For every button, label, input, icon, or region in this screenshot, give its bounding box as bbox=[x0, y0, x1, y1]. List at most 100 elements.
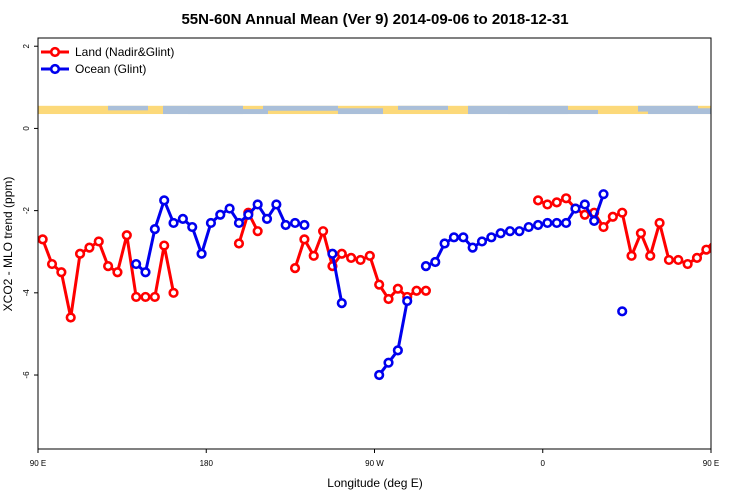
data-point-1 bbox=[280, 219, 291, 231]
y-tick-label: -2 bbox=[22, 207, 31, 215]
data-point-0 bbox=[598, 221, 609, 233]
data-point-1 bbox=[420, 261, 432, 272]
x-tick-label: 0 bbox=[541, 459, 546, 468]
y-axis: 2 0 -2 -4 -6 bbox=[22, 43, 38, 379]
data-point-1 bbox=[486, 232, 497, 243]
data-point-0 bbox=[673, 254, 684, 266]
series-line-0 bbox=[293, 229, 426, 301]
data-point-1 bbox=[131, 258, 142, 270]
data-point-0 bbox=[140, 291, 151, 303]
y-tick-label: -6 bbox=[22, 371, 31, 379]
data-point-1 bbox=[476, 236, 488, 247]
data-point-0 bbox=[532, 195, 544, 206]
map-strip-land bbox=[263, 105, 338, 111]
data-point-0 bbox=[46, 258, 58, 270]
data-point-1 bbox=[252, 199, 263, 210]
data-point-1 bbox=[215, 209, 226, 220]
data-point-0 bbox=[383, 293, 394, 305]
plot-frame bbox=[37, 37, 712, 450]
data-point-0 bbox=[682, 258, 693, 270]
data-point-0 bbox=[392, 283, 403, 294]
data-point-1 bbox=[205, 217, 217, 229]
data-point-1 bbox=[439, 238, 450, 249]
x-axis-label: Longitude (deg E) bbox=[327, 476, 422, 490]
data-point-0 bbox=[364, 250, 375, 261]
y-axis-label: XCO2 - MLO trend (ppm) bbox=[1, 177, 15, 312]
map-strip-land bbox=[108, 105, 148, 111]
x-tick-label: 90 W bbox=[365, 459, 384, 468]
data-point-1 bbox=[159, 195, 170, 206]
data-point-0 bbox=[38, 234, 48, 245]
data-point-1 bbox=[458, 232, 469, 243]
legend-entry-ocean: Ocean (Glint) bbox=[41, 62, 146, 76]
data-point-0 bbox=[411, 285, 422, 296]
data-point-1 bbox=[579, 199, 590, 210]
data-point-0 bbox=[289, 263, 301, 274]
data-point-1 bbox=[374, 369, 385, 381]
legend-label-ocean: Ocean (Glint) bbox=[75, 62, 146, 76]
data-point-0 bbox=[721, 260, 729, 268]
data-point-1 bbox=[327, 248, 338, 259]
legend-entry-land: Land (Nadir&Glint) bbox=[41, 45, 174, 59]
data-point-0 bbox=[65, 312, 76, 323]
chart-title: 55N-60N Annual Mean (Ver 9) 2014-09-06 t… bbox=[181, 11, 568, 28]
data-point-0 bbox=[731, 268, 739, 276]
legend: Land (Nadir&Glint) Ocean (Glint) bbox=[41, 45, 174, 76]
data-point-1 bbox=[430, 256, 441, 268]
series-line-1 bbox=[330, 253, 344, 304]
data-point-1 bbox=[504, 226, 516, 237]
data-point-0 bbox=[84, 242, 95, 253]
data-point-1 bbox=[168, 217, 179, 229]
x-tick-label: 180 bbox=[200, 459, 214, 468]
data-point-0 bbox=[691, 252, 703, 263]
data-point-0 bbox=[645, 250, 656, 261]
data-point-1 bbox=[551, 217, 562, 229]
data-point-0 bbox=[93, 236, 104, 247]
data-point-0 bbox=[635, 228, 646, 239]
map-strip-land bbox=[648, 108, 711, 115]
map-strip-land bbox=[398, 105, 448, 110]
map-strip-land bbox=[508, 109, 598, 115]
data-point-0 bbox=[317, 226, 329, 237]
data-point-1 bbox=[187, 221, 198, 233]
legend-marker-land bbox=[49, 46, 61, 58]
data-point-0 bbox=[159, 240, 170, 251]
data-point-1 bbox=[561, 217, 572, 229]
data-point-0 bbox=[654, 217, 665, 229]
map-strip-land bbox=[188, 109, 268, 115]
data-point-0 bbox=[663, 254, 675, 266]
data-point-1 bbox=[392, 345, 403, 356]
data-point-1 bbox=[177, 213, 188, 224]
data-point-0 bbox=[308, 250, 319, 261]
y-tick-label: 0 bbox=[22, 126, 31, 131]
data-point-0 bbox=[233, 238, 245, 249]
data-point-1 bbox=[233, 217, 245, 229]
data-point-1 bbox=[617, 306, 628, 317]
legend-marker-ocean bbox=[49, 63, 61, 75]
data-point-1 bbox=[299, 219, 310, 231]
data-point-1 bbox=[448, 232, 460, 243]
data-point-1 bbox=[570, 203, 581, 214]
data-point-1 bbox=[224, 203, 235, 214]
data-point-0 bbox=[740, 314, 748, 322]
data-point-1 bbox=[542, 217, 553, 229]
data-point-0 bbox=[355, 254, 366, 266]
data-point-0 bbox=[252, 226, 263, 237]
y-tick-label: 2 bbox=[22, 43, 31, 48]
data-point-1 bbox=[243, 209, 254, 220]
data-point-0 bbox=[346, 252, 357, 263]
x-tick-label: 90 E bbox=[703, 459, 719, 468]
x-tick-label: 90 E bbox=[30, 459, 46, 468]
x-axis: 90 E 180 90 W 0 90 E bbox=[30, 449, 719, 468]
data-point-1 bbox=[402, 295, 413, 307]
legend-label-land: Land (Nadir&Glint) bbox=[75, 45, 174, 59]
data-point-0 bbox=[420, 285, 432, 296]
data-point-0 bbox=[56, 267, 67, 278]
data-point-0 bbox=[607, 211, 618, 222]
data-point-0 bbox=[121, 230, 132, 241]
data-point-0 bbox=[131, 291, 142, 303]
data-point-1 bbox=[589, 215, 600, 226]
series-0 bbox=[38, 193, 748, 323]
y-tick-label: -4 bbox=[22, 289, 31, 297]
